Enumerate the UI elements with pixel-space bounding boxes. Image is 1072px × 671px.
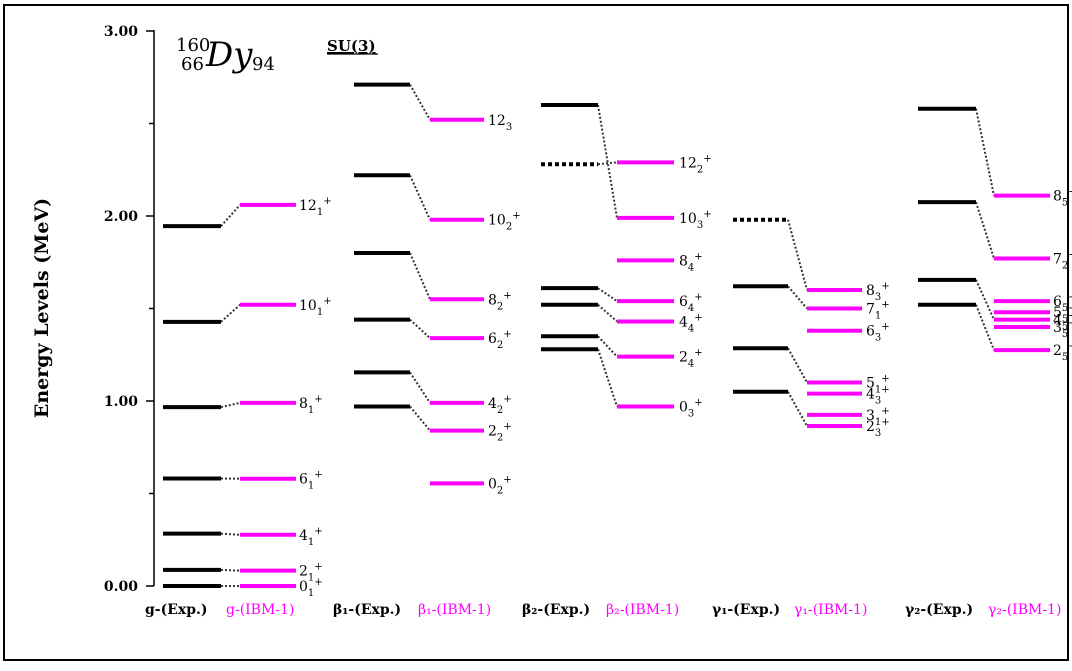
level-spin-label: 82+ xyxy=(488,290,512,312)
band-ibm-caption: g-(IBM-1) xyxy=(226,602,294,618)
level-connector xyxy=(788,348,807,382)
nucleus-neutron-number: 94 xyxy=(252,54,275,75)
level-connector xyxy=(788,220,807,290)
band-0: 01+21+41+61+81+101+121+g-(Exp.)g-(IBM-1) xyxy=(145,196,332,618)
level-spin-label: 02+ xyxy=(488,474,512,496)
level-connector xyxy=(410,407,430,431)
level-spin-label: 41+ xyxy=(299,526,323,548)
model-label: SU(3) xyxy=(327,37,376,55)
level-spin-label: 121+ xyxy=(299,196,332,218)
level-spin-label: 101+ xyxy=(299,296,332,318)
band-exp-caption: γ₂-(Exp.) xyxy=(905,602,973,618)
level-connector xyxy=(221,205,240,226)
band-1: 02+ 22+ 42+ 62+ 82+ 102+ 123 β₁-(Exp.) β₁-(IBM-1… xyxy=(333,85,521,618)
level-connector xyxy=(598,336,617,356)
level-spin-label: 81+ xyxy=(299,394,323,416)
level-spin-label: 85+ xyxy=(1053,187,1072,209)
level-connector xyxy=(410,320,430,339)
level-connector xyxy=(598,305,617,322)
level-connector xyxy=(788,286,807,308)
level-spin-label: 24+ xyxy=(679,348,703,370)
level-spin-label: 42+ xyxy=(488,394,512,416)
band-exp-caption: γ₁-(Exp.) xyxy=(712,602,780,618)
level-connector xyxy=(410,253,430,299)
nucleus-atomic-number: 66 xyxy=(181,54,204,75)
band-ibm-caption: β₁-(IBM-1) xyxy=(418,602,491,618)
level-spin-label: 25+ xyxy=(1053,341,1072,363)
band-2: 03+ 24+ 44+64+ 84+ 103+ 122+ β₂-(Exp.) β₂-(IBM-… xyxy=(522,105,712,618)
level-connector xyxy=(976,202,994,258)
chart-border xyxy=(4,5,1068,660)
level-spin-label: 61+ xyxy=(299,470,323,492)
level-connector xyxy=(410,372,430,403)
level-connector xyxy=(976,305,994,350)
y-tick-label: 3.00 xyxy=(104,24,138,40)
level-connector xyxy=(410,85,430,120)
level-spin-label: 103+ xyxy=(679,209,712,231)
level-connector xyxy=(976,109,994,196)
level-spin-label: 84+ xyxy=(679,251,703,273)
level-connector xyxy=(410,175,430,219)
band-exp-caption: g-(Exp.) xyxy=(145,602,208,618)
nucleus-symbol: Dy xyxy=(205,35,253,75)
level-connector xyxy=(788,392,807,426)
band-4: 25+35+45+55+65+72+85+γ₂-(Exp.)γ₂-(IBM-1) xyxy=(905,109,1072,618)
y-tick-label: 2.00 xyxy=(104,209,138,225)
level-connector xyxy=(598,349,617,406)
level-spin-label: 64+ xyxy=(679,292,703,314)
band-ibm-caption: γ₂-(IBM-1) xyxy=(988,602,1061,618)
level-spin-label: 102+ xyxy=(488,211,521,233)
level-connector xyxy=(221,534,240,535)
band-3: 23+31+43+51+63+71+83+γ₁-(Exp.)γ₁-(IBM-1) xyxy=(712,220,890,618)
level-spin-label: 63+ xyxy=(866,322,890,344)
level-connector xyxy=(598,288,617,301)
level-connector xyxy=(221,570,240,571)
level-connector xyxy=(221,305,240,322)
y-axis-ticks: 0.00 1.00 2.00 3.00 xyxy=(104,24,154,595)
nucleus-label: 160 66 Dy 94 xyxy=(176,35,275,75)
y-axis-label: Energy Levels (MeV) xyxy=(31,198,53,418)
band-ibm-caption: γ₁-(IBM-1) xyxy=(794,602,867,618)
band-exp-caption: β₂-(Exp.) xyxy=(522,602,590,618)
y-tick-label: 0.00 xyxy=(104,579,138,595)
level-connector xyxy=(221,403,240,407)
y-tick-label: 1.00 xyxy=(104,394,138,410)
level-spin-label: 03+ xyxy=(679,398,703,420)
level-plot: 01+21+41+61+81+101+121+g-(Exp.)g-(IBM-1)… xyxy=(145,85,1072,618)
level-spin-label: 122+ xyxy=(679,153,712,175)
level-connector xyxy=(598,105,617,218)
level-spin-label: 44+ xyxy=(679,312,703,334)
band-ibm-caption: β₂-(IBM-1) xyxy=(606,602,679,618)
level-spin-label: 123 xyxy=(488,113,512,133)
level-spin-label: 62+ xyxy=(488,329,512,351)
level-spin-label: 72+ xyxy=(1053,250,1072,272)
level-connector xyxy=(598,162,617,164)
band-exp-caption: β₁-(Exp.) xyxy=(333,602,401,618)
level-spin-label: 22+ xyxy=(488,422,512,444)
